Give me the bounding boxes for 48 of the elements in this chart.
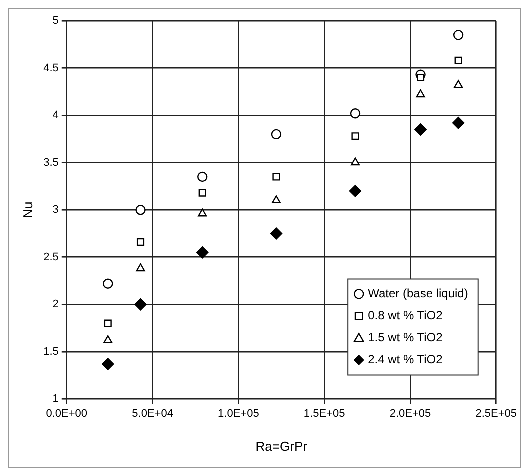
y-tick-label: 2 bbox=[52, 298, 59, 311]
y-tick-label: 3 bbox=[52, 204, 59, 216]
point bbox=[136, 238, 145, 246]
point bbox=[272, 173, 280, 181]
point bbox=[454, 56, 462, 64]
y-tick-label: 1.5 bbox=[44, 346, 59, 358]
point bbox=[452, 117, 465, 130]
point bbox=[454, 80, 464, 88]
point bbox=[136, 205, 146, 216]
y-axis-title: Nu bbox=[20, 202, 36, 218]
point bbox=[414, 124, 427, 136]
point bbox=[196, 246, 209, 259]
x-tick-label: 5.0E+04 bbox=[132, 408, 174, 420]
y-tick-label: 3.5 bbox=[44, 156, 59, 169]
point bbox=[349, 185, 362, 198]
point bbox=[136, 264, 146, 272]
legend-label: 0.8 wt % TiO2 bbox=[368, 308, 444, 323]
point bbox=[352, 132, 360, 140]
legend-label: 1.5 wt % TiO2 bbox=[368, 330, 444, 345]
point bbox=[103, 278, 114, 289]
legend-label: Water (base liquid) bbox=[368, 286, 468, 301]
legend-label: 2.4 wt % TiO2 bbox=[368, 352, 444, 367]
point bbox=[104, 335, 113, 344]
point bbox=[350, 158, 360, 166]
point bbox=[350, 108, 361, 119]
point bbox=[416, 74, 425, 82]
point bbox=[270, 228, 283, 240]
point bbox=[416, 90, 426, 98]
point bbox=[272, 196, 281, 204]
x-tick-label: 1.0E+05 bbox=[218, 408, 260, 420]
point bbox=[134, 298, 147, 311]
x-tick-label: 1.5E+05 bbox=[304, 408, 346, 420]
point bbox=[198, 208, 208, 217]
y-tick-label: 5 bbox=[52, 15, 59, 28]
x-tick-label: 2.0E+05 bbox=[390, 408, 432, 420]
y-tick-label: 4.5 bbox=[44, 62, 59, 74]
y-tick-label: 4 bbox=[52, 110, 59, 122]
x-axis-title: Ra=GrPr bbox=[256, 438, 308, 454]
point bbox=[104, 320, 112, 328]
point bbox=[198, 172, 208, 182]
x-tick-label: 2.5E+05 bbox=[476, 408, 518, 420]
point bbox=[198, 189, 206, 197]
y-tick-label: 1 bbox=[52, 393, 59, 406]
y-tick-label: 2.5 bbox=[44, 251, 59, 264]
point bbox=[271, 129, 282, 140]
x-tick-label: 0.0E+00 bbox=[46, 408, 88, 420]
point bbox=[102, 358, 114, 370]
point bbox=[453, 30, 464, 40]
